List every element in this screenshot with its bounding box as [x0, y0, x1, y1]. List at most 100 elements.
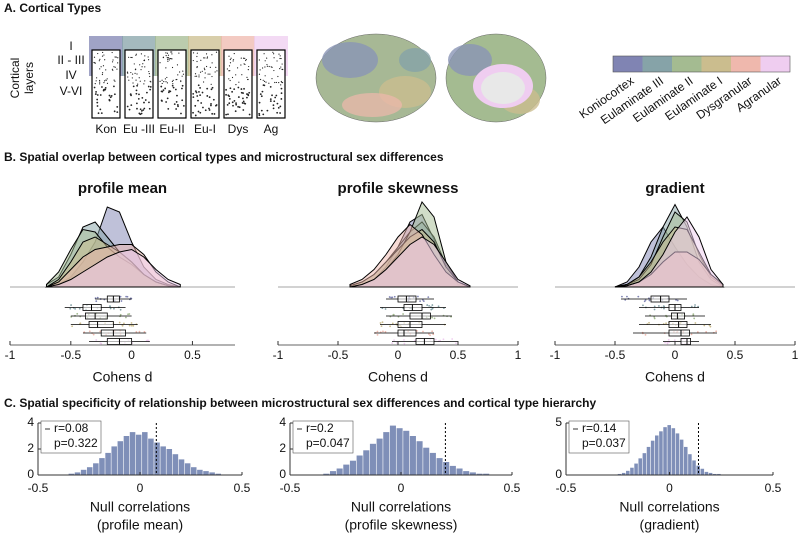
x-tick-label: 1 — [515, 348, 522, 362]
neuron-dot — [210, 104, 212, 107]
sample-dot — [451, 338, 454, 340]
layer-column — [190, 49, 220, 119]
hist-bar — [117, 441, 124, 475]
hist-bar — [363, 450, 370, 475]
column-label: Dys — [228, 122, 249, 136]
neuron-dot — [144, 66, 146, 68]
sample-dot — [416, 330, 418, 332]
neuron-dot — [248, 113, 251, 116]
neuron-dot — [237, 96, 240, 98]
neuron-dot — [160, 85, 163, 88]
sample-dot — [663, 307, 665, 310]
hist-bar — [209, 472, 215, 475]
sample-dot — [428, 333, 430, 335]
sample-dot — [376, 330, 379, 333]
sample-dot — [384, 308, 387, 310]
neuron-dot — [171, 51, 173, 53]
neuron-dot — [214, 104, 217, 107]
chart-title: gradient — [645, 180, 704, 197]
neuron-dot — [274, 96, 277, 99]
neuron-dot — [99, 94, 102, 96]
neuron-dot — [198, 90, 200, 93]
column-label: Eu-I — [194, 122, 216, 136]
neuron-dot — [279, 105, 282, 108]
neuron-dot — [271, 66, 273, 69]
sample-dot — [92, 333, 95, 336]
hist-bar — [111, 446, 117, 475]
neuron-dot — [242, 92, 244, 94]
neuron-dot — [228, 78, 230, 80]
hist-bar — [105, 452, 111, 475]
neuron-dot — [208, 107, 210, 110]
x-tick-label: 0.5 — [184, 348, 201, 362]
hist-bar — [369, 443, 376, 475]
sample-dot — [429, 334, 432, 337]
panel-title: A. Cortical Types — [4, 1, 101, 15]
sample-dot — [123, 322, 125, 325]
neuron-dot — [144, 99, 147, 101]
neuron-dot — [162, 56, 165, 58]
neuron-dot — [182, 104, 185, 107]
hist-bar — [86, 467, 93, 475]
neuron-dot — [96, 77, 98, 79]
neuron-dot — [266, 57, 268, 59]
neuron-dot — [165, 55, 167, 57]
neuron-dot — [246, 96, 248, 99]
neuron-dot — [96, 101, 99, 104]
legend-swatch — [701, 56, 731, 72]
y-tick-label: 4 — [27, 415, 34, 429]
sample-dot — [690, 305, 693, 308]
neuron-dot — [128, 108, 131, 111]
sample-dot — [433, 317, 436, 320]
sample-dot — [455, 342, 457, 345]
neuron-dot — [99, 108, 102, 111]
neuron-dot — [245, 59, 247, 61]
sample-dot — [658, 305, 660, 307]
y-tick-label: 0 — [27, 467, 34, 481]
sample-dot — [694, 304, 696, 306]
hist-bar — [449, 465, 456, 475]
neuron-dot — [243, 63, 245, 65]
neuron-dot — [95, 91, 97, 93]
annotation: r=0.14 — [582, 421, 617, 435]
sample-dot — [690, 333, 693, 336]
sample-dot — [637, 295, 640, 298]
neuron-dot — [261, 67, 264, 69]
sample-dot — [667, 338, 670, 341]
neuron-dot — [144, 55, 146, 57]
neuron-dot — [143, 59, 145, 62]
sample-dot — [392, 314, 395, 316]
neuron-dot — [227, 113, 229, 116]
neuron-dot — [281, 81, 284, 84]
neuron-dot — [182, 70, 184, 72]
neuron-dot — [266, 109, 269, 112]
layer-column — [157, 49, 187, 119]
x-tick-label: 0 — [672, 348, 679, 362]
neuron-dot — [134, 72, 136, 74]
neuron-dot — [170, 51, 172, 53]
sample-dot — [673, 339, 676, 342]
neuron-dot — [279, 112, 281, 114]
neuron-dot — [280, 87, 283, 90]
neuron-dot — [93, 86, 96, 89]
neuron-dot — [208, 109, 211, 111]
column-label: Eu -III — [123, 122, 155, 136]
neuron-dot — [269, 98, 272, 101]
sample-dot — [95, 300, 98, 303]
sample-dot — [648, 299, 651, 302]
neuron-dot — [194, 75, 196, 77]
sample-dot — [437, 305, 440, 308]
neuron-dot — [201, 70, 203, 72]
hist-bar — [671, 428, 676, 475]
neuron-dot — [233, 52, 235, 55]
sample-dot — [125, 295, 128, 298]
neuron-dot — [126, 105, 129, 108]
legend-swatch — [642, 56, 672, 72]
neuron-dot — [248, 65, 250, 68]
neuron-dot — [142, 109, 145, 111]
neuron-dot — [173, 103, 176, 106]
hist-bar — [704, 471, 709, 475]
neuron-dot — [211, 62, 213, 64]
column-label: Kon — [95, 122, 116, 136]
neuron-dot — [95, 80, 97, 82]
